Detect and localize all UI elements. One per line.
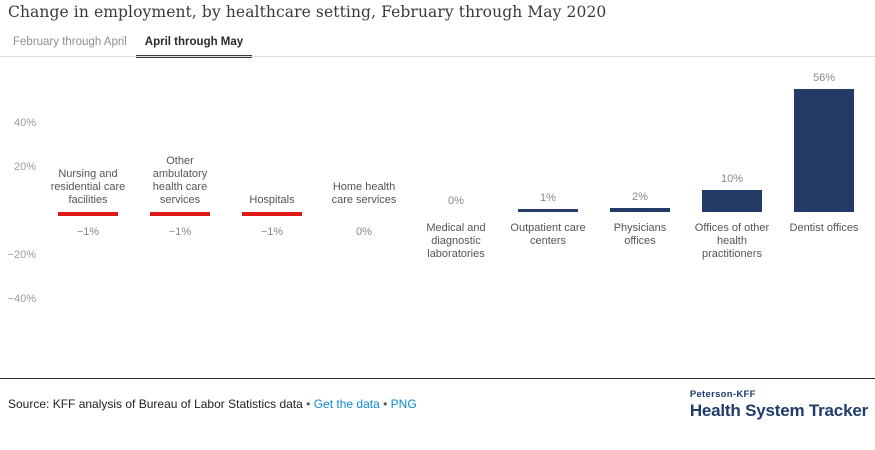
tab-february-through-april[interactable]: February through April bbox=[13, 36, 127, 48]
chart-bar[interactable] bbox=[518, 208, 578, 212]
category-label: Other ambulatory health care services bbox=[152, 155, 208, 206]
value-label: 0% bbox=[356, 225, 372, 238]
chart-bar[interactable] bbox=[242, 212, 302, 216]
separator-dot: • bbox=[383, 397, 388, 411]
value-label: 56% bbox=[812, 71, 836, 84]
y-axis-tick-label: 40% bbox=[13, 117, 36, 129]
value-label: 10% bbox=[720, 173, 744, 185]
chart-bar[interactable] bbox=[610, 207, 670, 212]
source-text: Source: KFF analysis of Bureau of Labor … bbox=[8, 397, 303, 411]
chart-column: Outpatient care centers 1% bbox=[493, 60, 603, 330]
value-label: 2% bbox=[632, 190, 648, 203]
value-label: −1% bbox=[260, 225, 284, 238]
category-label: Dentist offices bbox=[789, 222, 859, 234]
chart-bar[interactable] bbox=[702, 190, 762, 212]
chart-bar[interactable] bbox=[150, 212, 210, 216]
logo-bottom-text: Health System Tracker bbox=[689, 401, 868, 420]
chart-column: Dentist offices 56% bbox=[769, 60, 875, 330]
chart-column: Nursing and residential care facilities −… bbox=[33, 60, 143, 330]
category-label: Physicians offices bbox=[613, 222, 667, 247]
source-line: Source: KFF analysis of Bureau of Labor … bbox=[8, 397, 417, 411]
category-label: Medical and diagnostic laboratories bbox=[426, 222, 486, 260]
get-the-data-link[interactable]: Get the data bbox=[313, 397, 380, 411]
chart-bar[interactable] bbox=[58, 212, 118, 216]
png-download-link[interactable]: PNG bbox=[390, 397, 417, 411]
value-label: 1% bbox=[540, 191, 556, 204]
chart-column: Medical and diagnostic laboratories 0% bbox=[401, 60, 511, 330]
value-label: 0% bbox=[448, 195, 464, 207]
chart-column: Other ambulatory health care services −1% bbox=[125, 60, 235, 330]
value-label: −1% bbox=[76, 225, 100, 238]
category-label: Offices of other health practitioners bbox=[694, 222, 770, 260]
chart-column: Hospitals −1% bbox=[217, 60, 327, 330]
chart-column: Home health care services 0% bbox=[309, 60, 419, 330]
category-label: Outpatient care centers bbox=[510, 222, 586, 247]
y-axis-tick-label: 20% bbox=[13, 161, 36, 173]
tab-bar: February through April April through May bbox=[4, 32, 253, 58]
footer-divider bbox=[0, 378, 875, 379]
tab-bar-divider bbox=[0, 56, 875, 57]
chart-plot: 40% 20% −20% −40% Nursing and residential ca… bbox=[0, 60, 875, 330]
category-label: Nursing and residential care facilities bbox=[50, 168, 126, 206]
separator-dot: • bbox=[306, 397, 311, 411]
peterson-kff-logo: Peterson-KFF Health System Tracker bbox=[690, 389, 868, 421]
category-label: Hospitals bbox=[249, 194, 295, 206]
chart-bar[interactable] bbox=[794, 88, 854, 212]
chart-title: Change in employment, by healthcare sett… bbox=[8, 3, 607, 21]
chart-column: Physicians offices 2% bbox=[585, 60, 695, 330]
tab-april-through-may[interactable]: April through May bbox=[135, 33, 253, 58]
chart-column: Offices of other health practitioners 10% bbox=[677, 60, 787, 330]
value-label: −1% bbox=[168, 225, 192, 238]
y-axis-tick-label: −40% bbox=[7, 293, 36, 305]
logo-top-text: Peterson-KFF bbox=[689, 389, 756, 400]
category-label: Home health care services bbox=[331, 181, 397, 206]
y-axis-tick-label: −20% bbox=[7, 249, 36, 261]
